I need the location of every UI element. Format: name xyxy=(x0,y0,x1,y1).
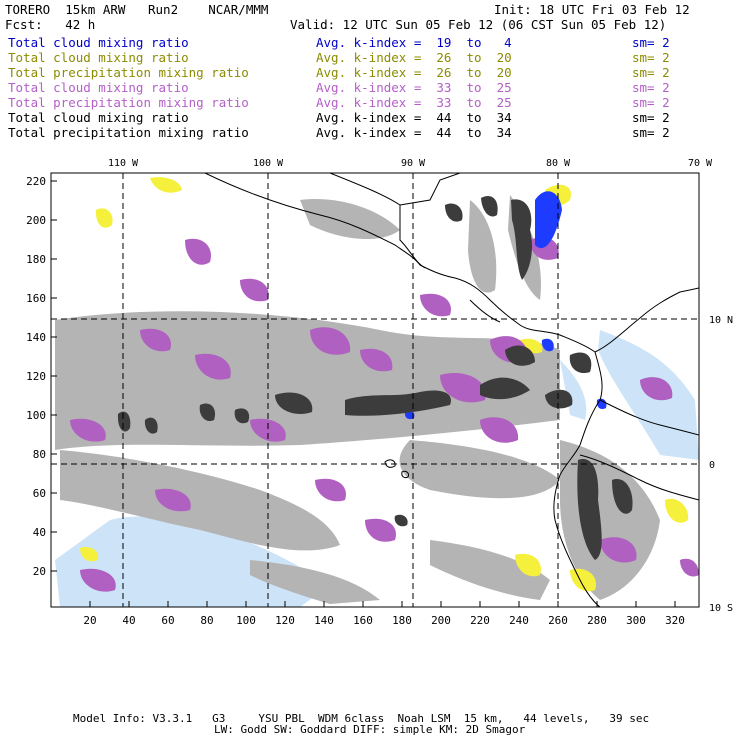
legend-sm: sm= 2 xyxy=(632,35,670,50)
model-title: TORERO 15km ARW Run2 NCAR/MMM xyxy=(5,2,269,17)
forecast-hour: Fcst: 42 h xyxy=(5,17,96,32)
legend-field: Total cloud mixing ratio xyxy=(8,35,189,50)
y-tick-label: 140 xyxy=(26,331,46,344)
x-tick-label: 240 xyxy=(509,614,529,627)
lon-label: 70 W xyxy=(688,158,713,169)
lat-label: 0 xyxy=(709,460,715,471)
legend-field: Total cloud mixing ratio xyxy=(8,110,189,125)
map-frame xyxy=(50,172,700,608)
lon-label: 90 W xyxy=(401,158,426,169)
legend-avg: Avg. k-index = 26 to 20 xyxy=(316,65,512,80)
x-tick-label: 120 xyxy=(275,614,295,627)
y-tick-label: 160 xyxy=(26,292,46,305)
y-tick-label: 80 xyxy=(33,448,46,461)
coastlines xyxy=(204,173,699,607)
lon-label: 110 W xyxy=(108,158,139,169)
y-tick-label: 200 xyxy=(26,214,46,227)
legend-field: Total precipitation mixing ratio xyxy=(8,95,249,110)
y-tick-label: 60 xyxy=(33,487,46,500)
legend-field: Total cloud mixing ratio xyxy=(8,50,189,65)
purple-patches xyxy=(70,237,699,592)
lon-label: 80 W xyxy=(546,158,571,169)
dark-cores xyxy=(117,195,633,560)
y-tick-label: 100 xyxy=(26,409,46,422)
legend-sm: sm= 2 xyxy=(632,125,670,140)
lon-labels: 110 W 100 W 90 W 80 W 70 W xyxy=(108,158,713,169)
x-tick-label: 140 xyxy=(314,614,334,627)
y-tick-label: 40 xyxy=(33,526,46,539)
x-tick-label: 40 xyxy=(122,614,135,627)
x-tick-label: 180 xyxy=(392,614,412,627)
x-tick-labels: 20 40 60 80 100 120 140 160 180 200 220 … xyxy=(83,614,685,627)
legend-sm: sm= 2 xyxy=(632,80,670,95)
y-tick-labels: 220 200 180 160 140 120 100 80 60 40 20 xyxy=(26,175,46,578)
legend-field: Total precipitation mixing ratio xyxy=(8,125,249,140)
legend-avg: Avg. k-index = 33 to 25 xyxy=(316,95,512,110)
y-tick-label: 20 xyxy=(33,565,46,578)
x-tick-label: 320 xyxy=(665,614,685,627)
y-tick-label: 180 xyxy=(26,253,46,266)
legend-sm: sm= 2 xyxy=(632,95,670,110)
x-tick-label: 160 xyxy=(353,614,373,627)
legend-avg: Avg. k-index = 26 to 20 xyxy=(316,50,512,65)
init-time: Init: 18 UTC Fri 03 Feb 12 xyxy=(494,2,690,17)
yellow-patches xyxy=(80,177,689,592)
legend-avg: Avg. k-index = 44 to 34 xyxy=(316,125,512,140)
y-tick-label: 120 xyxy=(26,370,46,383)
tick-marks xyxy=(51,180,676,607)
legend-field: Total cloud mixing ratio xyxy=(8,80,189,95)
x-tick-label: 300 xyxy=(626,614,646,627)
legend-sm: sm= 2 xyxy=(632,110,670,125)
x-tick-label: 20 xyxy=(83,614,96,627)
x-tick-label: 260 xyxy=(548,614,568,627)
lat-labels: 10 N 0 10 S xyxy=(709,315,733,614)
x-tick-label: 280 xyxy=(587,614,607,627)
lat-label: 10 N xyxy=(709,315,733,326)
legend-field: Total precipitation mixing ratio xyxy=(8,65,249,80)
x-tick-label: 100 xyxy=(236,614,256,627)
legend-avg: Avg. k-index = 44 to 34 xyxy=(316,110,512,125)
x-tick-label: 60 xyxy=(161,614,174,627)
model-info-line1: Model Info: V3.3.1 G3 YSU PBL WDM 6class… xyxy=(73,712,650,725)
x-tick-label: 80 xyxy=(200,614,213,627)
legend-sm: sm= 2 xyxy=(632,65,670,80)
legend-sm: sm= 2 xyxy=(632,50,670,65)
legend-avg: Avg. k-index = 19 to 4 xyxy=(316,35,512,50)
field-layers xyxy=(51,173,699,607)
lat-lon-grid xyxy=(51,173,699,607)
valid-time: Valid: 12 UTC Sun 05 Feb 12 (06 CST Sun … xyxy=(290,17,667,32)
y-tick-label: 220 xyxy=(26,175,46,188)
legend-avg: Avg. k-index = 33 to 25 xyxy=(316,80,512,95)
model-info-line2: LW: Godd SW: Goddard DIFF: simple KM: 2D… xyxy=(214,723,526,736)
x-tick-label: 220 xyxy=(470,614,490,627)
x-tick-label: 200 xyxy=(431,614,451,627)
lat-label: 10 S xyxy=(709,603,733,614)
lon-label: 100 W xyxy=(253,158,284,169)
